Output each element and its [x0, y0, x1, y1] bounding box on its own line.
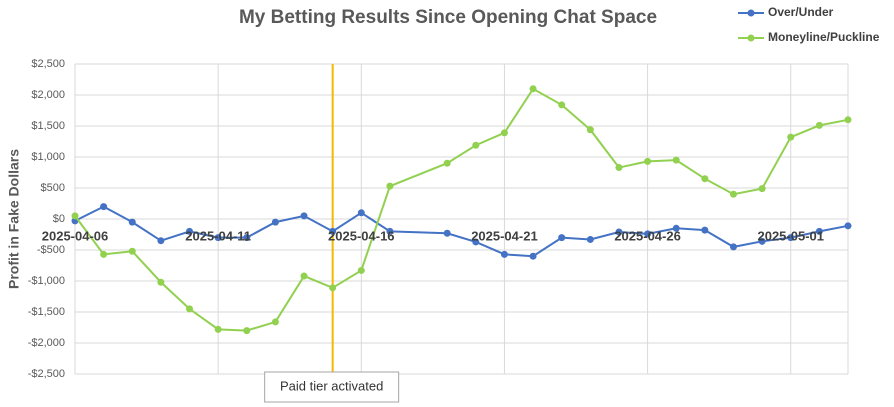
- data-point: [701, 226, 709, 234]
- annotation-text: Paid tier activated: [280, 378, 383, 393]
- data-point: [815, 227, 823, 235]
- data-point: [243, 234, 251, 242]
- data-point: [815, 121, 823, 129]
- data-point: [100, 250, 108, 258]
- data-point: [787, 133, 795, 141]
- data-point: [100, 203, 108, 211]
- y-tick-label: $0: [53, 213, 65, 225]
- data-point: [844, 222, 852, 230]
- data-point: [672, 156, 680, 164]
- data-point: [758, 237, 766, 245]
- data-point: [729, 190, 737, 198]
- data-point: [186, 227, 194, 235]
- data-point: [729, 243, 737, 251]
- data-point: [386, 227, 394, 235]
- y-tick-label: $1,000: [31, 151, 65, 163]
- data-point: [329, 284, 337, 292]
- data-point: [472, 238, 480, 246]
- data-point: [701, 175, 709, 183]
- x-tick-label: 2025-04-26: [614, 228, 681, 243]
- data-point: [271, 318, 279, 326]
- data-point: [586, 235, 594, 243]
- legend-label: Moneyline/Puckline: [768, 30, 880, 44]
- data-point: [357, 266, 365, 274]
- data-point: [243, 327, 251, 335]
- data-point: [443, 159, 451, 167]
- data-point: [157, 237, 165, 245]
- data-point: [586, 126, 594, 134]
- y-tick-label: -$2,500: [28, 368, 65, 380]
- x-tick-label: 2025-04-11: [185, 228, 251, 243]
- data-point: [758, 185, 766, 193]
- legend-marker: [747, 34, 755, 42]
- data-point: [500, 129, 508, 137]
- data-point: [472, 141, 480, 149]
- data-point: [615, 228, 623, 236]
- y-tick-label: -$1,000: [28, 275, 65, 287]
- data-point: [558, 101, 566, 109]
- y-tick-label: $1,500: [31, 120, 65, 132]
- series-line: [74, 87, 849, 332]
- y-tick-label: $2,500: [31, 58, 65, 70]
- data-point: [71, 212, 79, 220]
- x-tick-label: 2025-04-16: [328, 228, 395, 243]
- data-point: [157, 278, 165, 286]
- y-tick-label: $2,000: [31, 89, 65, 101]
- y-tick-label: $500: [41, 182, 65, 194]
- y-axis-label: Profit in Fake Dollars: [6, 149, 22, 289]
- data-point: [329, 227, 337, 235]
- data-point: [558, 234, 566, 242]
- data-point: [672, 224, 680, 232]
- x-tick-label: 2025-05-01: [757, 228, 824, 243]
- annotation-box: [264, 371, 400, 403]
- x-tick-label: 2025-04-06: [42, 228, 109, 243]
- data-point: [128, 247, 136, 255]
- data-point: [844, 116, 852, 124]
- y-tick-label: -$500: [37, 244, 65, 256]
- data-point: [357, 209, 365, 217]
- y-tick-label: -$1,500: [28, 306, 65, 318]
- data-point: [386, 182, 394, 190]
- legend-label: Over/Under: [768, 5, 834, 19]
- data-point: [787, 234, 795, 242]
- data-point: [500, 250, 508, 258]
- data-point: [615, 164, 623, 172]
- data-point: [186, 305, 194, 313]
- data-point: [529, 85, 537, 93]
- data-point: [214, 234, 222, 242]
- x-tick-label: 2025-04-21: [471, 228, 538, 243]
- data-point: [271, 218, 279, 226]
- data-point: [300, 272, 308, 280]
- chart-title: My Betting Results Since Opening Chat Sp…: [239, 7, 657, 28]
- data-point: [529, 252, 537, 260]
- data-point: [128, 218, 136, 226]
- legend-marker: [747, 9, 755, 17]
- data-point: [214, 325, 222, 333]
- y-tick-label: -$2,000: [28, 337, 65, 349]
- data-point: [300, 212, 308, 220]
- data-point: [644, 157, 652, 165]
- data-point: [644, 230, 652, 238]
- data-point: [443, 229, 451, 237]
